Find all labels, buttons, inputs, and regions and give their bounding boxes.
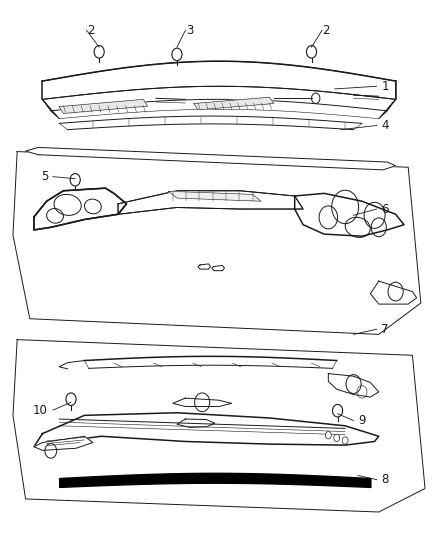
Polygon shape: [34, 188, 127, 230]
Circle shape: [311, 93, 320, 103]
Polygon shape: [173, 398, 232, 407]
Text: 8: 8: [381, 473, 389, 486]
Polygon shape: [177, 419, 215, 427]
Polygon shape: [85, 357, 337, 368]
Polygon shape: [59, 116, 362, 130]
Polygon shape: [25, 148, 396, 170]
Circle shape: [94, 45, 104, 58]
Text: 1: 1: [381, 80, 389, 93]
Circle shape: [172, 48, 182, 61]
Polygon shape: [295, 193, 404, 236]
Polygon shape: [118, 191, 303, 214]
Text: 10: 10: [33, 403, 48, 417]
Circle shape: [307, 45, 317, 58]
Text: 2: 2: [87, 24, 95, 37]
Circle shape: [332, 405, 343, 417]
Polygon shape: [194, 97, 274, 110]
Text: 4: 4: [381, 119, 389, 132]
Polygon shape: [42, 61, 396, 99]
Circle shape: [66, 393, 76, 406]
Circle shape: [342, 437, 348, 444]
Polygon shape: [34, 436, 93, 450]
Circle shape: [325, 432, 331, 439]
Polygon shape: [328, 374, 379, 397]
Circle shape: [70, 174, 80, 186]
Text: 6: 6: [381, 203, 389, 215]
Polygon shape: [169, 191, 261, 201]
Text: 9: 9: [358, 414, 366, 427]
Circle shape: [334, 434, 340, 441]
Text: 3: 3: [186, 24, 193, 37]
Text: 7: 7: [381, 322, 389, 336]
Text: 2: 2: [322, 24, 330, 37]
Polygon shape: [34, 413, 379, 447]
Text: 5: 5: [41, 170, 48, 183]
Polygon shape: [13, 151, 421, 334]
Polygon shape: [59, 99, 148, 114]
Polygon shape: [13, 340, 425, 512]
Polygon shape: [371, 281, 417, 304]
